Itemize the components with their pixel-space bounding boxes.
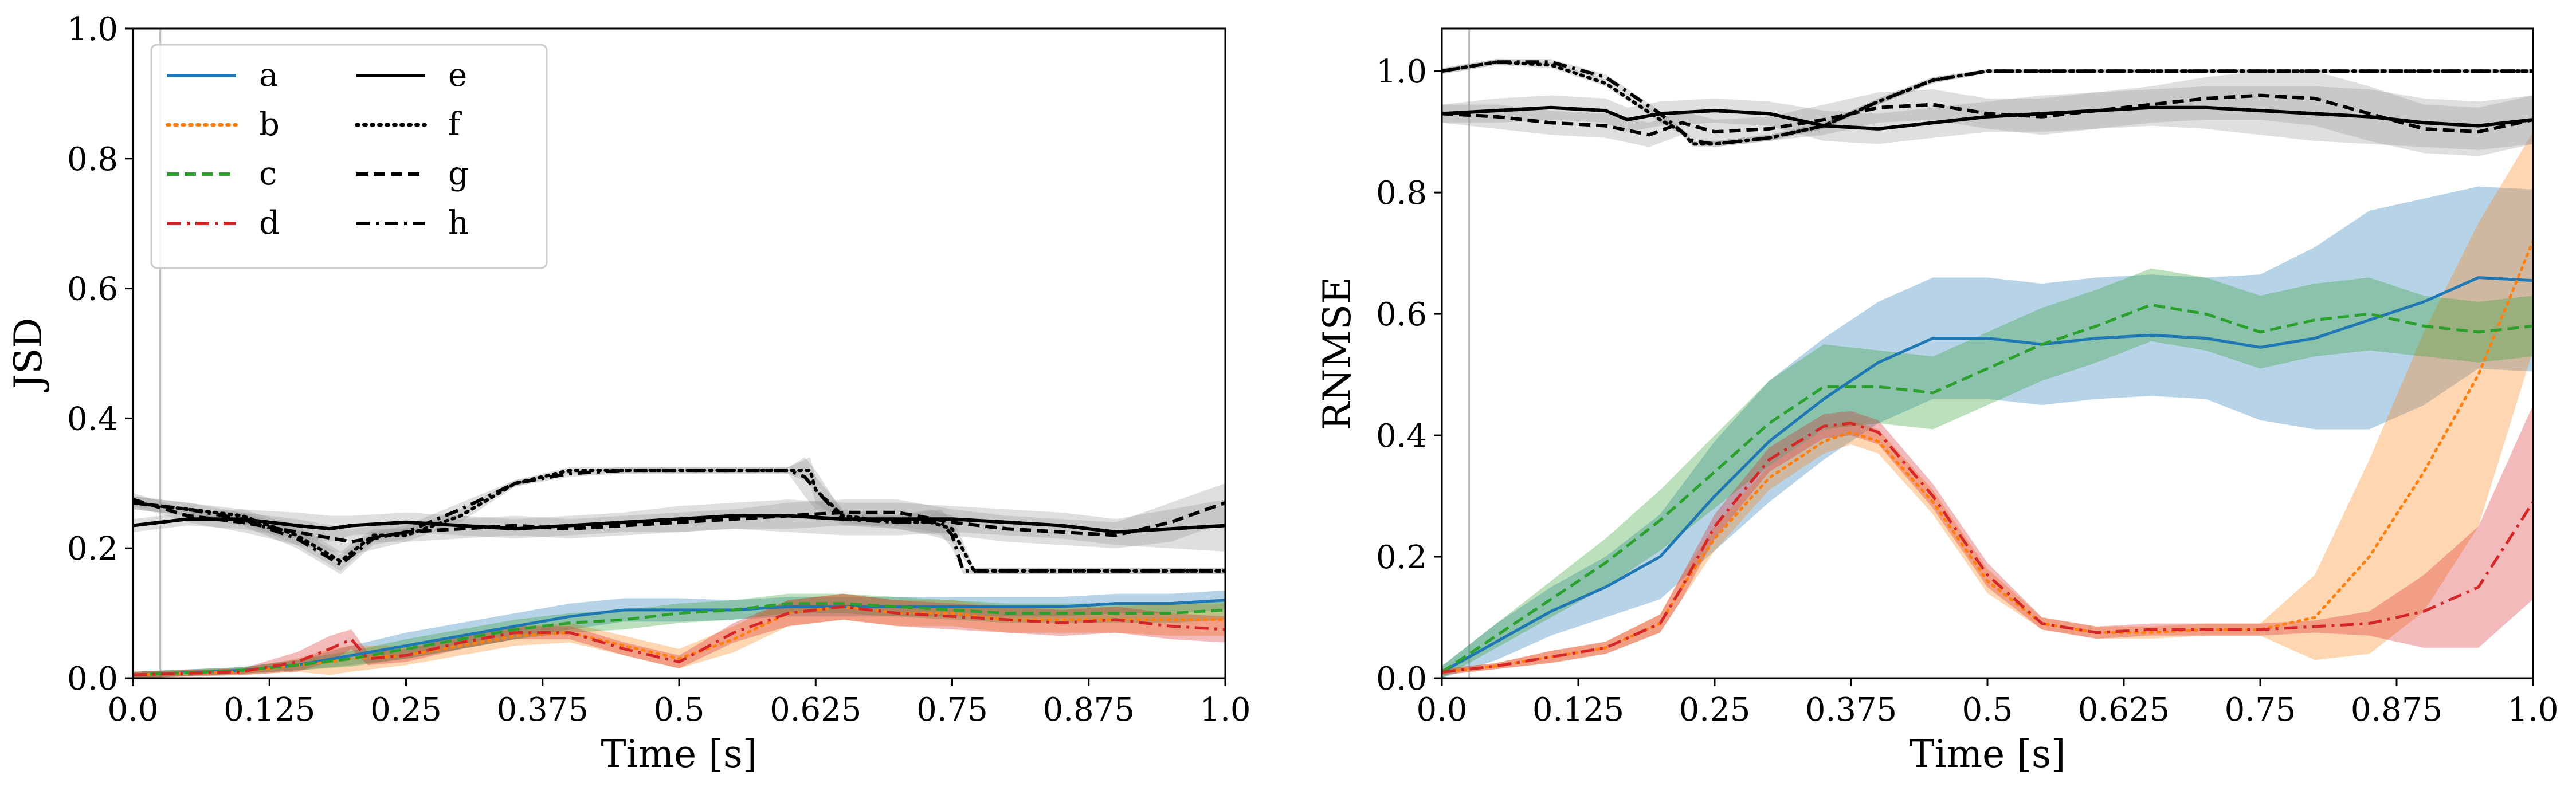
chart-1-x-tick-label: 0.125: [1532, 691, 1624, 729]
chart-1-x-tick-label: 0.625: [2078, 691, 2170, 729]
chart-1-series-b: [1442, 239, 2533, 674]
chart-1-y-tick-label: 0.6: [1376, 296, 1427, 333]
chart-1-series-e: [1442, 105, 2533, 131]
chart-1-series-d: [1442, 422, 2533, 674]
chart-0-legend-label-h: h: [448, 204, 469, 242]
chart-1-x-tick-label: 1.0: [2507, 691, 2558, 729]
chart-1-x-tick-label: 0.25: [1679, 691, 1751, 729]
chart-0-series-h: [133, 469, 1225, 573]
chart-1-y-tick-label: 0.4: [1376, 418, 1427, 455]
chart-0-legend-box: [150, 44, 548, 269]
chart-1-y-tick-label: 0.0: [1376, 660, 1427, 698]
chart-0-series-b: [133, 605, 1225, 676]
chart-0-band-e: [133, 499, 1225, 552]
chart-1-x-tick-label: 0.0: [1416, 691, 1467, 729]
chart-0-x-tick-label: 0.625: [770, 691, 861, 729]
chart-0-x-tick-label: 0.25: [370, 691, 442, 729]
chart-1-x-tick-label: 0.375: [1805, 691, 1897, 729]
chart-0-y-tick-label: 1.0: [67, 11, 118, 48]
chart-0-x-tick-label: 1.0: [1199, 691, 1250, 729]
chart-0-series-g: [133, 498, 1225, 544]
chart-0-y-axis-label: JSD: [6, 318, 50, 393]
jsd-chart: 0.0 0.125 0.25 0.375 0.5 0.625 0.75 0.875 1.0 0.0…: [6, 11, 1251, 776]
chart-1-x-axis-label: Time [s]: [1909, 732, 2065, 776]
chart-1-y-tick-label: 0.8: [1376, 175, 1427, 212]
chart-0-legend-label-d: d: [259, 204, 280, 242]
chart-0-legend-label-b: b: [259, 106, 280, 143]
chart-0-legend-label-c: c: [259, 155, 277, 192]
chart-0-band-b: [133, 593, 1225, 678]
chart-1-band-c: [1442, 268, 2533, 678]
chart-0-plot-area: [133, 29, 1225, 678]
chart-0-x-tick-label: 0.125: [224, 691, 315, 729]
chart-1-series-h: [1442, 60, 2533, 146]
rnmse-chart: 0.0 0.125 0.25 0.375 0.5 0.625 0.75 0.875 1.0 0.0…: [1315, 27, 2559, 776]
chart-1-band-b: [1442, 132, 2533, 675]
chart-0-y-tick-label: 0.2: [67, 530, 118, 568]
chart-0-y-tick-label: 0.6: [67, 271, 118, 308]
chart-1-band-f: [1442, 59, 2533, 147]
chart-0-x-axis-label: Time [s]: [601, 732, 757, 776]
chart-1-series-g: [1442, 93, 2533, 137]
chart-0-series-a: [133, 599, 1225, 676]
chart-0-legend-label-a: a: [259, 57, 278, 94]
chart-0-y-tick-label: 0.0: [67, 660, 118, 698]
chart-0-y-tick-label: 0.8: [67, 141, 118, 178]
chart-1-x-tick-label: 0.875: [2351, 691, 2442, 729]
chart-1-plot-area: [1442, 29, 2533, 678]
chart-0-x-tick-label: 0.5: [653, 691, 704, 729]
chart-0-x-tick-label: 0.75: [916, 691, 988, 729]
chart-0-series-c: [133, 602, 1225, 676]
chart-1-series-a: [1442, 276, 2533, 674]
chart-0-x-tick-label: 0.0: [107, 691, 158, 729]
chart-1-y-tick-label: 1.0: [1376, 53, 1427, 90]
chart-1-y-tick-label: 0.2: [1376, 539, 1427, 576]
chart-0-legend-label-e: e: [448, 57, 467, 94]
chart-0-x-tick-label: 0.875: [1043, 691, 1135, 729]
chart-0-series-d: [133, 605, 1225, 676]
chart-1-x-tick-label: 0.75: [2225, 691, 2296, 729]
chart-0-x-tick-label: 0.375: [497, 691, 589, 729]
chart-0-band-d: [133, 593, 1225, 678]
chart-1-x-tick-label: 0.5: [1962, 691, 2013, 729]
chart-0-series-e: [133, 514, 1225, 534]
chart-0-band-c: [133, 593, 1225, 678]
chart-0-band-h: [133, 457, 1225, 574]
chart-1-band-a: [1442, 186, 2533, 678]
chart-0-y-tick-label: 0.4: [67, 400, 118, 438]
chart-0-series-f: [133, 469, 1225, 573]
chart-1-y-axis-label: RNMSE: [1315, 277, 1359, 430]
chart-1-series-c: [1442, 303, 2533, 674]
chart-0-legend-label-g: g: [448, 155, 469, 192]
